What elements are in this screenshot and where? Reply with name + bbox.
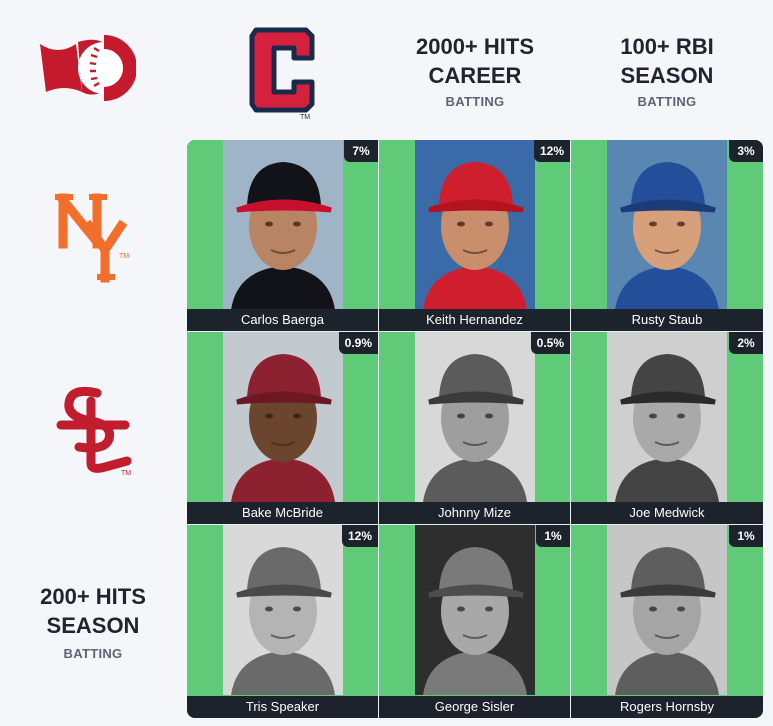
grid-cell[interactable]: 1% George Sisler <box>379 525 571 718</box>
column-header-subtitle: BATTING <box>445 93 505 109</box>
grid-cell[interactable]: 3% Rusty Staub <box>571 140 763 332</box>
player-name: Rogers Hornsby <box>571 696 763 718</box>
column-header-guardians: TM <box>187 0 379 140</box>
player-photo-vintage-icon <box>607 525 727 695</box>
rarity-percent-badge: 12% <box>533 140 570 162</box>
rarity-percent-badge: 12% <box>341 525 378 547</box>
column-header-subtitle: BATTING <box>637 93 697 109</box>
player-name: Bake McBride <box>187 502 378 524</box>
rarity-percent-badge: 2% <box>729 332 763 354</box>
player-photo-cap-blue-icon <box>607 140 727 310</box>
grid-cell[interactable]: 12% Tris Speaker <box>187 525 379 718</box>
player-name: George Sisler <box>379 696 570 718</box>
grid-cell[interactable]: 1% Rogers Hornsby <box>571 525 763 718</box>
row-header-mets: TM <box>0 140 186 332</box>
svg-text:TM: TM <box>300 114 310 120</box>
guardians-c-logo-icon: TM <box>249 27 315 120</box>
row-header-cardinals: TM <box>0 332 186 525</box>
player-name: Rusty Staub <box>571 309 763 331</box>
player-photo-vintage-icon <box>223 525 343 695</box>
player-photo-vintage-icon <box>415 332 535 502</box>
rarity-percent-badge: 3% <box>729 140 763 162</box>
grid-cell[interactable]: 12% Keith Hernandez <box>379 140 571 332</box>
player-photo-vintage-icon <box>415 525 535 695</box>
immaculate-grid-logo-icon <box>38 34 137 102</box>
answer-grid: 7% Carlos Baerga 12% Keith Hernandez 3% Rusty… <box>187 140 763 718</box>
rarity-percent-badge: 7% <box>344 140 378 162</box>
player-name: Joe Medwick <box>571 502 763 524</box>
rarity-percent-badge: 1% <box>729 525 763 547</box>
grid-cell[interactable]: 0.9% Bake McBride <box>187 332 379 525</box>
mets-ny-logo-icon: TM <box>55 193 129 283</box>
column-header-title: 2000+ HITS CAREER <box>415 33 534 88</box>
column-header-title: 100+ RBI SEASON <box>620 33 714 88</box>
player-name: Keith Hernandez <box>379 309 570 331</box>
rarity-percent-badge: 0.9% <box>338 332 378 354</box>
player-photo-vintage-icon <box>607 332 727 502</box>
cardinals-stl-logo-icon: TM <box>56 386 132 477</box>
row-header-subtitle: BATTING <box>63 646 123 661</box>
player-photo-cap-maroon-icon <box>223 332 343 502</box>
row-header-200-hits-season: 200+ HITS SEASON BATTING <box>0 525 186 718</box>
grid-cell[interactable]: 7% Carlos Baerga <box>187 140 379 332</box>
player-photo-cap-red-icon <box>415 140 535 310</box>
grid-cell[interactable]: 2% Joe Medwick <box>571 332 763 525</box>
rarity-percent-badge: 0.5% <box>530 332 570 354</box>
player-name: Tris Speaker <box>187 696 378 718</box>
column-header-2000-hits-career: 2000+ HITS CAREER BATTING <box>379 0 571 140</box>
player-name: Johnny Mize <box>379 502 570 524</box>
svg-text:TM: TM <box>121 470 131 477</box>
column-header-100-rbi-season: 100+ RBI SEASON BATTING <box>571 0 763 140</box>
row-header-title: 200+ HITS SEASON <box>40 584 146 638</box>
player-name: Carlos Baerga <box>187 309 378 331</box>
rarity-percent-badge: 1% <box>536 525 570 547</box>
svg-text:TM: TM <box>119 253 129 260</box>
player-photo-cap-red-icon <box>223 140 343 310</box>
grid-cell[interactable]: 0.5% Johnny Mize <box>379 332 571 525</box>
